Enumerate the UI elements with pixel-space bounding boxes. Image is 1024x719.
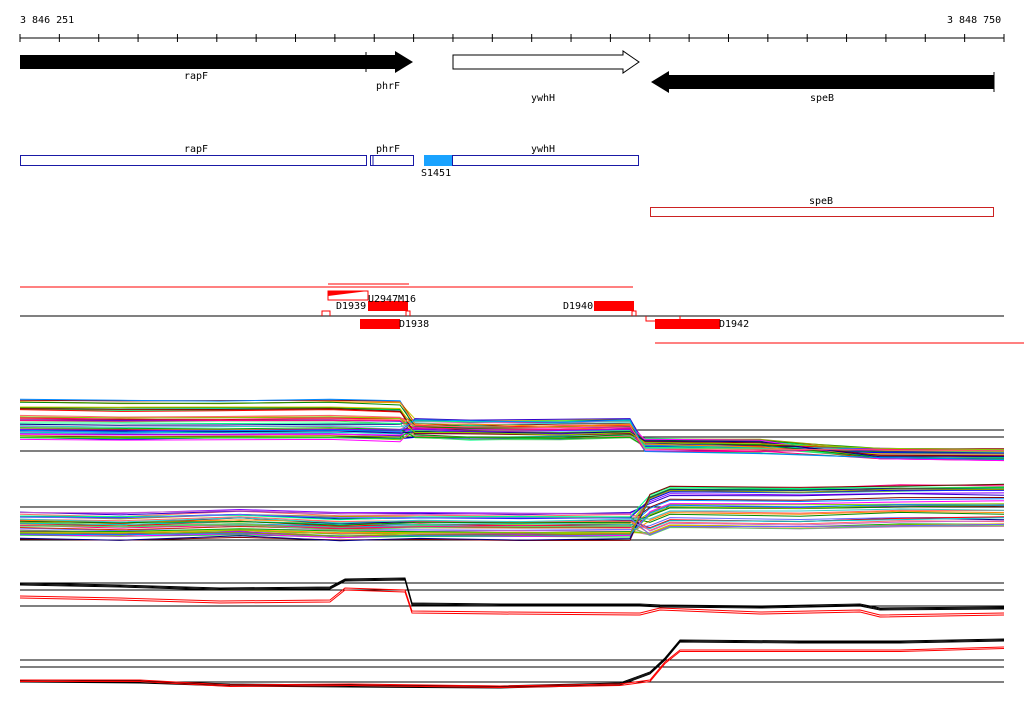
expression-profile-line: [19, 488, 1005, 537]
expression-panel-reverse-strand: [19, 483, 1005, 542]
expression-summary-reverse: [19, 638, 1005, 689]
transcript-D1940-block[interactable]: [594, 301, 634, 311]
expression-profile-line: [19, 483, 1005, 542]
expression-profile-line: [19, 408, 1005, 457]
expression-profile-line: [19, 504, 1005, 537]
ruler-ticks: [19, 34, 1005, 42]
transcript-tick-right: [631, 310, 637, 316]
expression-profile-line: [19, 504, 1005, 537]
gene-ywhH-arrow[interactable]: [452, 50, 640, 74]
annotation-rapF-label: rapF: [184, 144, 208, 155]
expression-profile-line: [19, 509, 1005, 520]
annotation-ywhH-box[interactable]: [452, 155, 639, 166]
summary-line-black: [19, 578, 1005, 610]
gene-rapF-arrow[interactable]: [20, 51, 413, 73]
ruler-end-label: 3 848 750: [947, 15, 1001, 26]
annotation-rapF-box[interactable]: [20, 155, 367, 166]
expression-profile-line: [19, 487, 1005, 542]
gene-rapF-label: rapF: [184, 71, 208, 82]
promoter-S1451-label: S1451: [421, 168, 451, 179]
expression-summary-forward: [19, 577, 1005, 618]
gene-phrF-label: phrF: [376, 81, 400, 92]
expression-profile-line: [20, 524, 1005, 537]
summary-line-red: [20, 648, 1005, 689]
transcript-D1940-label: D1940: [563, 301, 593, 312]
ruler-start-label: 3 846 251: [20, 15, 74, 26]
gene-speB-label: speB: [810, 93, 834, 104]
transcript-D1942-label: D1942: [719, 319, 749, 330]
summary-line-black: [19, 640, 1005, 689]
transcript-tick-mid: [405, 310, 411, 316]
annotation-phrF-box[interactable]: [370, 155, 414, 166]
transcript-U2947-label: U2947: [368, 294, 398, 305]
summary-line-black: [19, 577, 1005, 609]
gene-ywhH-label: ywhH: [531, 93, 555, 104]
expression-profile-line: [19, 500, 1005, 539]
summary-line-red: [20, 646, 1005, 687]
transcript-M16-label: M16: [398, 294, 416, 305]
expression-profile-line: [19, 508, 1005, 524]
expression-profile-line: [19, 486, 1005, 538]
expression-profile-line: [19, 416, 1005, 451]
transcript-D1942-block[interactable]: [655, 319, 720, 329]
expression-profile-line: [19, 419, 1005, 453]
annotation-track: rapF phrF ywhH S1451 speB: [20, 144, 994, 217]
transcript-M16-block[interactable]: [368, 301, 408, 311]
gene-speB-arrow[interactable]: [651, 71, 994, 93]
expression-profile-line: [20, 420, 1005, 458]
expression-profile-line: [19, 516, 1005, 531]
annotation-speB-box[interactable]: [650, 207, 994, 217]
expression-profile-line: [19, 510, 1005, 532]
transcript-D1939-label: D1939: [336, 301, 366, 312]
summary-line-red: [19, 589, 1005, 618]
coordinate-ruler: 3 846 251 3 848 750: [19, 15, 1005, 42]
promoter-S1451-box[interactable]: [424, 155, 453, 166]
expression-profile-line: [19, 425, 1005, 461]
expression-profile-line: [19, 419, 1005, 460]
gene-track: rapF phrF ywhH speB: [20, 50, 995, 104]
expression-panel-forward-strand: [19, 398, 1005, 462]
annotation-ywhH-label: ywhH: [531, 144, 555, 155]
expression-profile-line: [19, 414, 1005, 452]
annotation-phrF-label: phrF: [376, 144, 400, 155]
summary-line-black: [19, 638, 1005, 687]
summary-line-black: [19, 639, 1005, 688]
transcript-D1938-label: D1938: [399, 319, 429, 330]
expression-profile-line: [19, 513, 1005, 536]
transcript-tick-left: [321, 310, 331, 316]
expression-profile-line: [19, 401, 1005, 460]
transcript-D1938-block[interactable]: [360, 319, 400, 329]
summary-line-black: [19, 579, 1005, 611]
summary-line-red: [19, 587, 1005, 616]
transcript-D1939-wedge: [328, 291, 368, 296]
transcript-track: D1939 U2947 M16 D1940 D1938 D1942: [20, 283, 1024, 344]
annotation-speB-label: speB: [809, 196, 833, 207]
